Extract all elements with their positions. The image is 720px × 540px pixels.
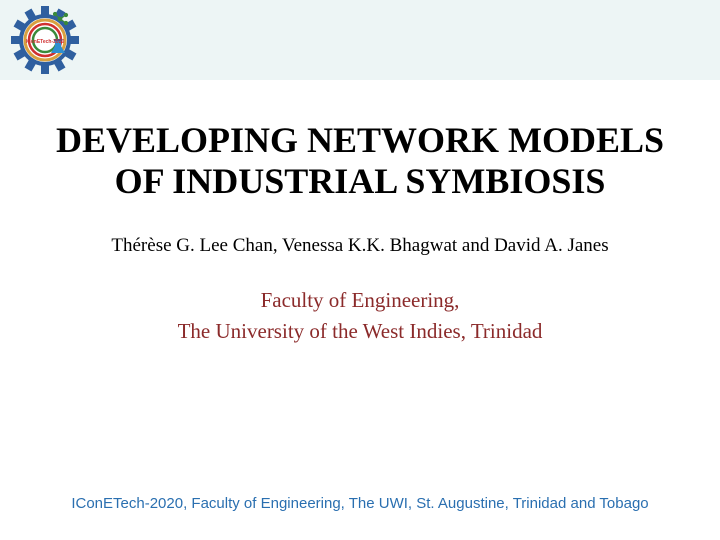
logo-label-text: IConETech-2020 bbox=[26, 39, 65, 45]
slide-content: DEVELOPING NETWORK MODELS OF INDUSTRIAL … bbox=[0, 80, 720, 348]
affiliation-line2: The University of the West Indies, Trini… bbox=[50, 316, 670, 348]
slide-title: DEVELOPING NETWORK MODELS OF INDUSTRIAL … bbox=[50, 120, 670, 203]
conference-logo: IConETech-2020 bbox=[10, 5, 80, 75]
affiliation-block: Faculty of Engineering, The University o… bbox=[50, 285, 670, 348]
affiliation-line1: Faculty of Engineering, bbox=[50, 285, 670, 317]
authors-line: Thérèse G. Lee Chan, Venessa K.K. Bhagwa… bbox=[50, 235, 670, 257]
header-band: IConETech-2020 bbox=[0, 0, 720, 80]
footer-text: IConETech-2020, Faculty of Engineering, … bbox=[0, 495, 720, 512]
